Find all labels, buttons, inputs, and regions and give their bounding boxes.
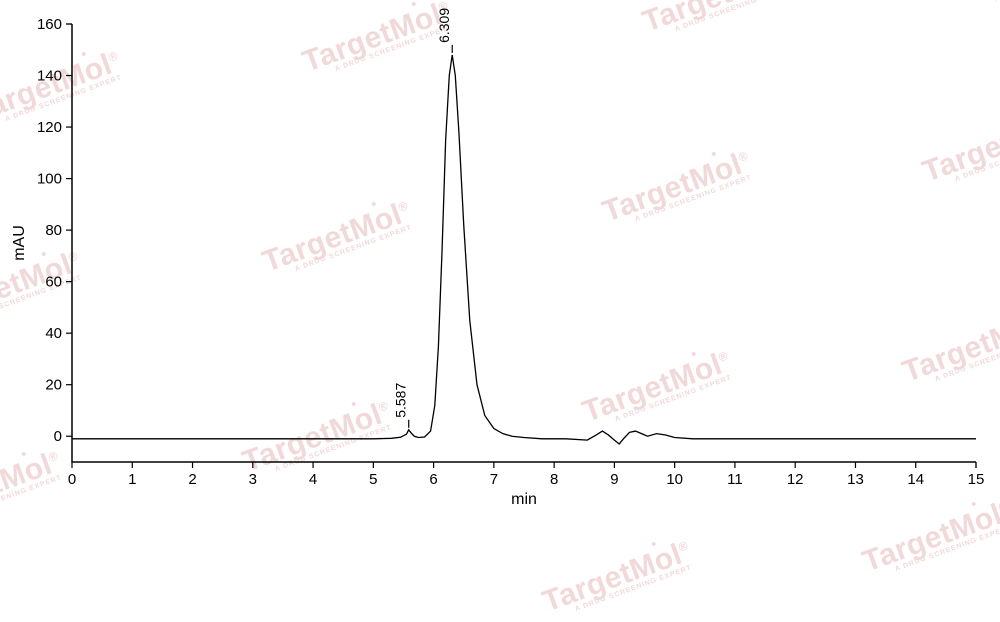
x-tick-label: 8: [550, 471, 558, 488]
chromatogram-chart: TargetMo•l®A DRUG SCREENING EXPERTTarget…: [0, 0, 1000, 523]
x-tick-label: 3: [249, 471, 257, 488]
x-tick-label: 13: [847, 471, 864, 488]
y-tick-label: 100: [37, 171, 62, 188]
x-tick-label: 5: [369, 471, 377, 488]
y-tick-label: 120: [37, 119, 62, 136]
x-tick-label: 4: [309, 471, 317, 488]
axes-frame: [72, 24, 976, 462]
x-tick-label: 0: [68, 471, 76, 488]
x-tick-label: 2: [188, 471, 196, 488]
x-tick-label: 6: [429, 471, 437, 488]
y-tick-label: 40: [45, 325, 62, 342]
y-tick-label: 80: [45, 222, 62, 239]
x-tick-label: 11: [727, 471, 743, 488]
y-tick-label: 140: [37, 68, 62, 85]
x-tick-label: 9: [610, 471, 618, 488]
x-tick-label: 7: [490, 471, 498, 488]
peak-label: 6.309: [436, 8, 452, 43]
chromatogram-trace: [72, 55, 976, 444]
watermark: TargetMo•l®A DRUG SCREENING EXPERT: [538, 535, 696, 622]
y-tick-label: 60: [45, 274, 62, 291]
x-tick-label: 14: [907, 471, 924, 488]
y-tick-label: 0: [54, 428, 62, 445]
y-axis-label: mAU: [11, 225, 28, 261]
peak-label: 5.587: [393, 383, 409, 418]
chart-svg: 0123456789101112131415020406080100120140…: [0, 0, 1000, 523]
y-tick-label: 20: [45, 377, 62, 394]
x-tick-label: 12: [787, 471, 804, 488]
y-tick-label: 160: [37, 16, 62, 33]
x-axis-label: min: [511, 491, 537, 508]
x-tick-label: 15: [968, 471, 985, 488]
x-tick-label: 1: [128, 471, 136, 488]
x-tick-label: 10: [666, 471, 683, 488]
